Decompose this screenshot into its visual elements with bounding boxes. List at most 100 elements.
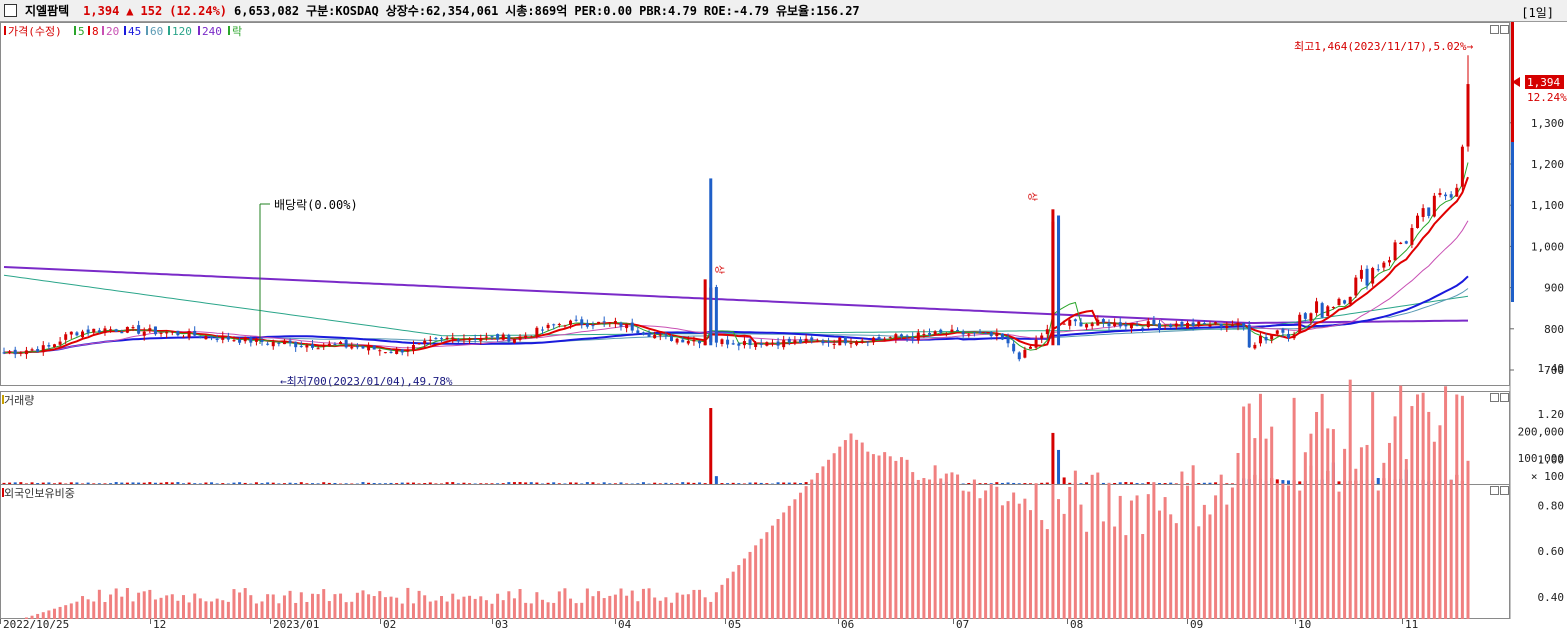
candle-body [484,336,488,338]
candle-body [619,322,623,327]
legend-item-8: 락 [232,25,242,38]
foreign-bar [731,571,735,619]
foreign-bar [641,588,645,619]
volume-bar [681,482,685,484]
foreign-bar [1264,438,1268,619]
candle-body [462,339,466,341]
candle-body [512,338,516,343]
foreign-bar [1354,468,1358,619]
foreign-bar [1359,447,1363,619]
foreign-bar [299,592,303,619]
foreign-bar [473,598,477,619]
candle-body [1113,322,1117,327]
volume-bar [159,482,163,484]
checkbox[interactable] [4,4,17,17]
foreign-bar [484,600,488,619]
foreign-bar [316,594,320,619]
price-panel-buttons[interactable] [1490,25,1509,34]
foreign-bar [1085,531,1089,619]
candle-body [19,352,23,354]
foreign-bar [411,603,415,619]
candle-body [1146,321,1150,328]
foreign-bar [355,592,359,619]
foreign-bar [1040,520,1044,619]
foreign-bar [1057,499,1061,619]
candle-body [1247,324,1251,348]
foreign-bar [866,451,870,619]
foreign-bar [428,601,432,619]
volume-bar [569,482,573,484]
volume-bar [221,483,225,484]
foreign-bar [260,601,264,619]
volume-bar [580,483,584,484]
volume-bar [131,482,135,484]
volume-bar [984,483,988,484]
scroll-indicator-red[interactable] [1511,22,1514,142]
volume-legend-mark [2,395,4,404]
candle-body [1264,337,1268,341]
candle-body [311,344,315,348]
foreign-bar [1371,392,1375,619]
x-tick-6: 05 [728,618,741,630]
volume-bar [316,483,320,484]
price-legend: 가격(수정) 5 8 20 45 60 120 240 락 [4,25,242,38]
volume-bar [658,483,662,484]
foreign-bar [423,595,427,619]
foreign-bar [165,595,169,619]
candle-body [636,330,640,334]
foreign-bar [120,596,124,619]
foreign-bar [776,519,780,619]
candle-body [1427,207,1431,216]
x-tick-12: 11 [1405,618,1418,630]
price-tick-2: 900 [1544,282,1564,295]
foreign-bar [266,594,270,619]
candle-body [103,328,107,334]
legend-mark-8 [228,26,230,35]
volume-bar [13,482,17,484]
candle-body [535,327,539,337]
foreign-bar [1186,485,1190,619]
foreign-bar [1326,428,1330,619]
candle-body [316,348,320,350]
foreign-bar [1331,429,1335,619]
volume-panel-buttons[interactable] [1490,393,1509,402]
foreign-bar [1253,438,1257,619]
candle-body [849,343,853,345]
volume-bar [232,482,236,484]
foreign-bar [1421,392,1425,619]
candle-body [1298,314,1302,334]
foreign-bar [742,558,746,619]
foreign-bar [686,594,690,619]
candle-body [1129,324,1133,329]
price-tick-3: 1,000 [1531,240,1564,253]
volume-bar [967,483,971,484]
foreign-panel-buttons[interactable] [1490,486,1509,495]
candle-body [1214,322,1218,324]
candle-body [585,323,589,327]
roe-value: ROE:-4.79 [703,3,769,18]
scroll-indicator-blue[interactable] [1511,142,1514,302]
candle-body [552,324,556,326]
candle-body [1399,242,1403,244]
candle-body [1242,322,1246,327]
low-label: ←최저700(2023/01/04),49.78% [280,375,453,388]
legend-mark-0 [4,26,6,35]
candle-body [400,349,404,353]
candle-body [468,338,472,341]
foreign-bar [92,601,96,619]
foreign-bar [86,599,90,619]
foreign-bar [664,597,668,619]
foreign-bar [322,589,326,619]
period-selector[interactable]: [1일] [1521,6,1554,20]
legend-mark-5 [146,26,148,35]
volume-bar [1057,449,1061,484]
foreign-bar [1096,472,1100,619]
foreign-bar [395,597,399,619]
candle-body [580,319,584,325]
candle-body [1331,306,1335,308]
volume-bar [978,483,982,484]
foreign-bar [1090,474,1094,619]
volume-bar [97,483,101,484]
foreign-bar [372,596,376,619]
foreign-bar [608,595,612,619]
